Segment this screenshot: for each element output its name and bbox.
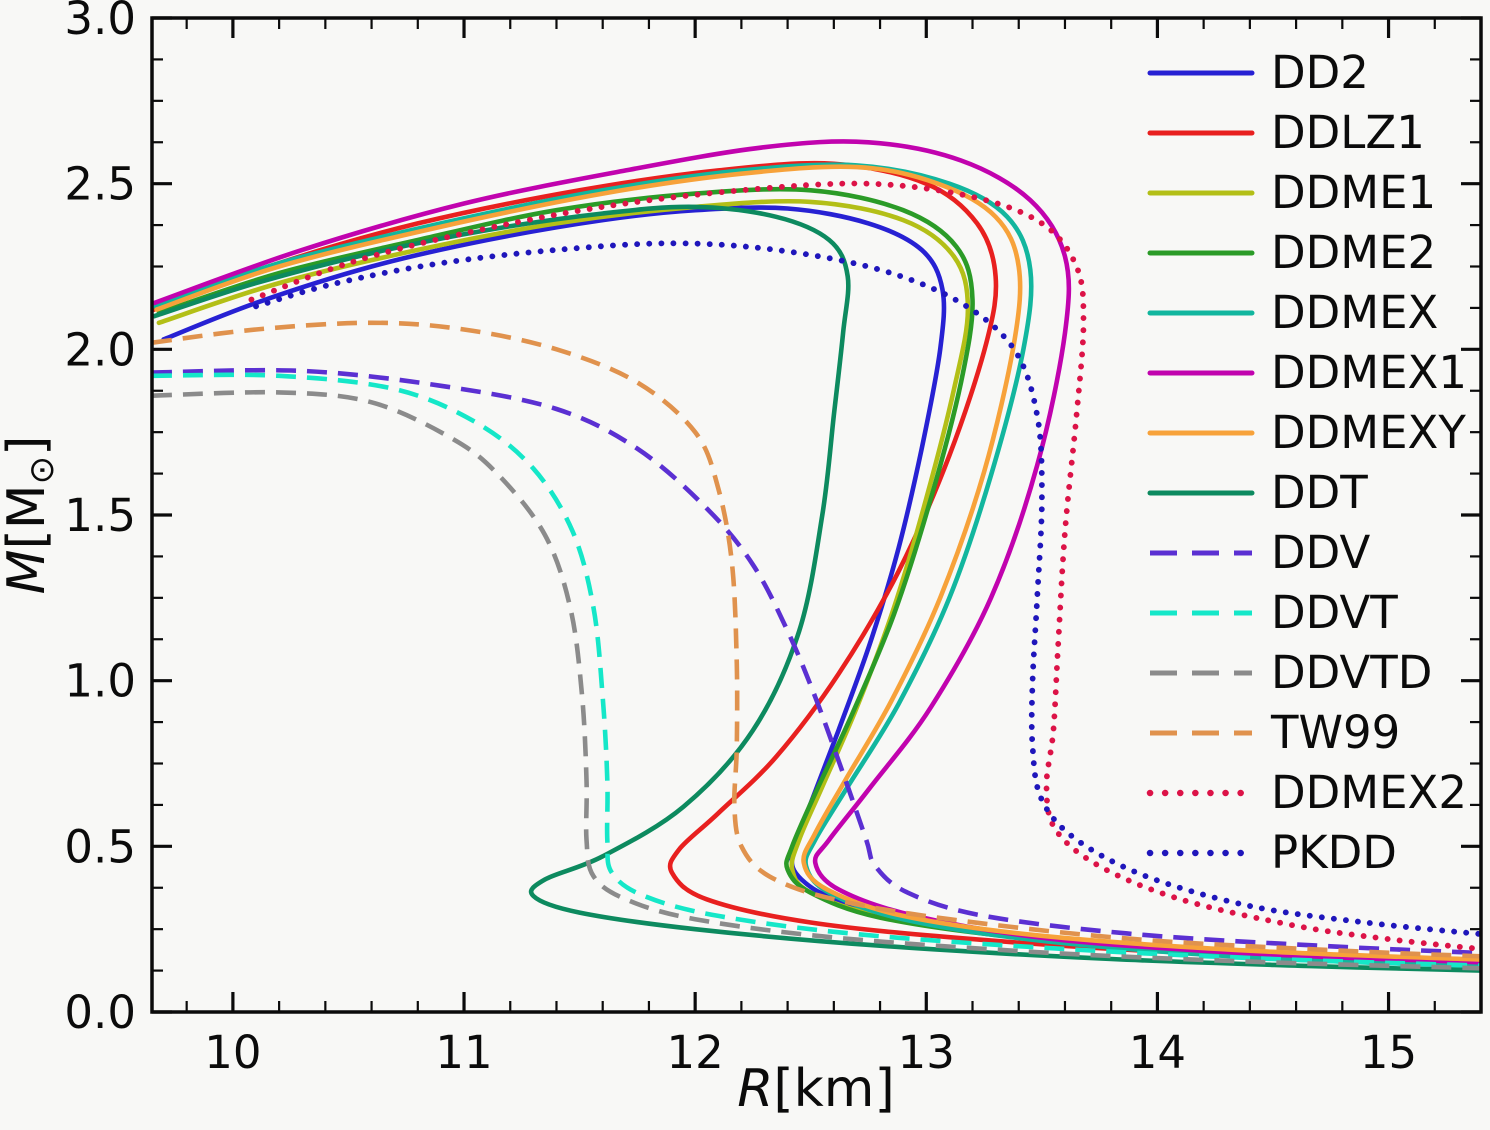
legend: DD2 DDLZ1 DDME1 DDME2 DDMEX DDMEX1 DDMEXY DDT DD… xyxy=(1146,46,1467,879)
curves-layer xyxy=(152,139,1481,973)
curve-TW99 xyxy=(152,320,1481,959)
legend-entry-DDT: DDT xyxy=(1147,466,1368,519)
legend-label-DDT: DDT xyxy=(1271,466,1368,519)
y-tick-label: 2.0 xyxy=(64,323,136,376)
legend-entry-DDMEX1: DDMEX1 xyxy=(1147,346,1467,399)
curve-DDVT xyxy=(152,372,1481,968)
legend-entry-PKDD: PKDD xyxy=(1146,826,1397,879)
y-tick-label: 0.5 xyxy=(64,820,136,873)
legend-entry-DDMEX: DDMEX xyxy=(1147,286,1438,339)
legend-label-PKDD: PKDD xyxy=(1271,826,1397,879)
y-tick-label: 1.0 xyxy=(64,655,136,708)
legend-label-DDME1: DDME1 xyxy=(1271,166,1436,219)
legend-entry-DDME1: DDME1 xyxy=(1147,166,1436,219)
legend-entry-TW99: TW99 xyxy=(1150,706,1400,759)
x-tick-label: 12 xyxy=(667,1026,724,1079)
curve-DDMEX2 xyxy=(248,180,1481,952)
legend-entry-DDME2: DDME2 xyxy=(1147,226,1436,279)
tick-labels: 10 11 12 13 14 15 0.0 0.5 1.0 1.5 2.0 2.5 3.0 xyxy=(64,0,1417,1079)
y-tick-label: 1.5 xyxy=(64,489,136,542)
legend-entry-DDVTD: DDVTD xyxy=(1150,646,1432,699)
legend-entry-DDV: DDV xyxy=(1150,526,1371,579)
y-tick-label: 3.0 xyxy=(64,0,136,45)
legend-label-DDMEX1: DDMEX1 xyxy=(1271,346,1467,399)
legend-label-DDV: DDV xyxy=(1271,526,1371,579)
curve-DDVTD xyxy=(152,389,1481,971)
curve-PKDD xyxy=(253,240,1481,937)
legend-entry-DDLZ1: DDLZ1 xyxy=(1147,106,1425,159)
curve-DDMEXY xyxy=(154,164,1481,962)
curve-DDT xyxy=(152,204,1481,973)
y-axis-label: M[M⊙] xyxy=(0,436,62,595)
legend-label-DDVT: DDVT xyxy=(1271,586,1398,639)
x-tick-label: 15 xyxy=(1360,1026,1417,1079)
legend-label-DDLZ1: DDLZ1 xyxy=(1271,106,1425,159)
legend-label-DDME2: DDME2 xyxy=(1271,226,1436,279)
y-tick-label: 2.5 xyxy=(64,158,136,211)
legend-label-DDMEX: DDMEX xyxy=(1271,286,1438,339)
x-tick-label: 14 xyxy=(1129,1026,1186,1079)
legend-label-TW99: TW99 xyxy=(1270,706,1400,759)
legend-label-DDMEX2: DDMEX2 xyxy=(1271,766,1467,819)
axes-frame xyxy=(150,16,1483,1014)
curve-DDV xyxy=(152,367,1481,956)
legend-label-DDVTD: DDVTD xyxy=(1271,646,1432,699)
legend-label-DDMEXY: DDMEXY xyxy=(1271,406,1466,459)
x-tick-label: 10 xyxy=(204,1026,261,1079)
legend-entry-DDMEXY: DDMEXY xyxy=(1147,406,1466,459)
curve-DDMEX xyxy=(152,162,1481,969)
x-tick-label: 11 xyxy=(435,1026,492,1079)
legend-entry-DDVT: DDVT xyxy=(1150,586,1398,639)
y-tick-label: 0.0 xyxy=(64,986,136,1039)
x-axis-label: R[km] xyxy=(737,1059,894,1119)
legend-entry-DDMEX2: DDMEX2 xyxy=(1146,766,1467,819)
legend-entry-DD2: DD2 xyxy=(1147,46,1369,99)
x-tick-label: 13 xyxy=(898,1026,955,1079)
legend-label-DD2: DD2 xyxy=(1271,46,1369,99)
